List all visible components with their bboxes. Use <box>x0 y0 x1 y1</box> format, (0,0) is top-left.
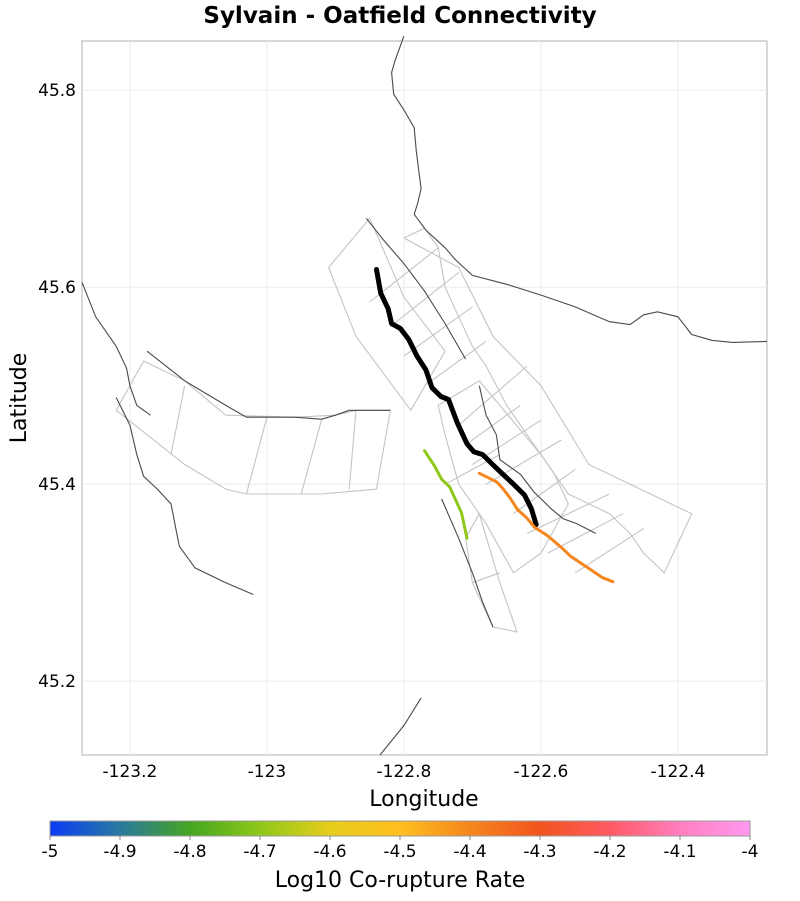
plot-frame <box>81 40 768 756</box>
background-faults <box>81 35 768 756</box>
grid-lines <box>82 41 767 755</box>
mesh-divider <box>472 572 500 584</box>
mesh-divider <box>526 493 610 534</box>
background-fault-trace <box>81 282 151 416</box>
y-tick-label: 45.2 <box>38 672 76 692</box>
colorbar-tick-label: -4.5 <box>383 842 416 862</box>
colorbar-tick-label: -4.4 <box>453 842 486 862</box>
x-tick-label: -122.8 <box>377 762 432 782</box>
background-fault-trace <box>379 697 422 756</box>
co-rupture-trace <box>423 449 469 540</box>
colorbar-tick-label: -4.1 <box>663 842 696 862</box>
colorbar-tick-label: -4 <box>742 842 759 862</box>
x-axis-label: Longitude <box>369 787 478 812</box>
y-tick-label: 45.6 <box>38 278 76 298</box>
colorbar-tick-labels: -5 -4.9 -4.8 -4.7 -4.6 -4.5 -4.4 -4.3 -4.2 -4.1 -4 <box>42 836 759 862</box>
selected-rupture-trace <box>374 267 539 528</box>
background-fault-trace <box>478 385 597 534</box>
x-tick-labels: -123.2 -123 -122.8 -122.6 -122.4 <box>103 762 706 782</box>
plot-title: Sylvain - Oatfield Connectivity <box>203 3 596 29</box>
background-fault-trace <box>115 397 254 596</box>
mesh-divider <box>348 410 357 490</box>
colorbar-label: Log10 Co-rupture Rate <box>275 868 526 893</box>
colorbar-tick-label: -4.8 <box>173 842 206 862</box>
mesh-divider <box>170 385 186 455</box>
colorbar-tick-label: -5 <box>42 842 59 862</box>
mesh-divider <box>389 271 460 328</box>
rupture-traces <box>374 267 615 584</box>
mesh-divider <box>465 404 521 446</box>
colorbar-tick-label: -4.3 <box>523 842 556 862</box>
x-tick-label: -123.2 <box>103 762 158 782</box>
colorbar-tick-label: -4.7 <box>243 842 276 862</box>
mesh-divider <box>300 419 323 495</box>
mesh-divider <box>458 365 528 426</box>
mesh-outline <box>328 217 446 412</box>
mesh-divider <box>424 340 487 387</box>
x-tick-label: -123 <box>248 762 287 782</box>
mesh-outline <box>437 380 569 574</box>
co-rupture-trace <box>477 471 615 584</box>
background-fault-trace <box>391 35 768 343</box>
mesh-divider <box>513 468 576 515</box>
y-axis-label: Latitude <box>7 353 32 444</box>
x-tick-label: -122.6 <box>514 762 569 782</box>
background-fault-trace <box>441 498 494 628</box>
colorbar-tick-label: -4.2 <box>593 842 626 862</box>
mesh-divider <box>485 439 562 485</box>
y-tick-label: 45.8 <box>38 81 76 101</box>
y-tick-labels: 45.8 45.6 45.4 45.2 <box>38 81 76 692</box>
mesh-divider <box>245 417 268 495</box>
x-tick-label: -122.4 <box>651 762 706 782</box>
colorbar-tick-label: -4.6 <box>313 842 346 862</box>
background-fault-trace <box>365 217 467 360</box>
y-tick-label: 45.4 <box>38 475 76 495</box>
colorbar-tick-label: -4.9 <box>103 842 136 862</box>
colorbar <box>49 820 751 837</box>
background-fault-trace <box>146 350 391 420</box>
fault-mesh <box>115 217 693 633</box>
